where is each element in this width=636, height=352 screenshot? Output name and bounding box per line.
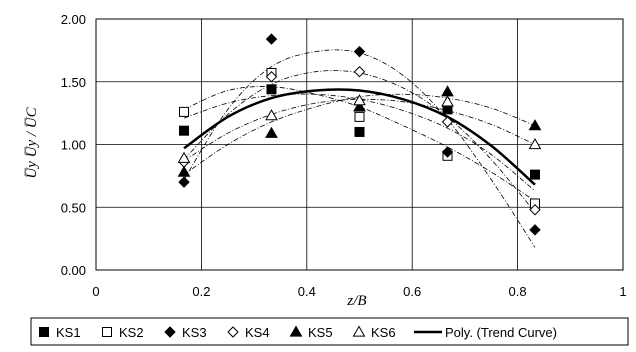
data-point-ks3 [441, 146, 454, 158]
data-point-ks3 [178, 176, 190, 188]
legend-label-ks1: KS1 [56, 325, 81, 340]
data-point-ks1 [529, 169, 540, 180]
x-axis-title: z/B [346, 293, 366, 309]
series-trend-line [183, 49, 536, 248]
trend-curve-line [183, 88, 536, 186]
data-point-ks3 [353, 45, 366, 58]
series-trend-line [183, 98, 536, 162]
legend-marker-ks4 [227, 326, 239, 338]
tick-labels: 0 0.2 0.4 0.6 0.8 1 0.00 0.50 1.00 1.50 2.00 [61, 12, 627, 299]
data-points [177, 33, 542, 236]
legend-marker-ks1 [39, 327, 49, 337]
legend-label-ks4: KS4 [245, 325, 270, 340]
legend-marker-ks3 [164, 326, 176, 338]
series-trend-line [183, 93, 536, 192]
data-point-ks4 [353, 66, 366, 78]
data-point-ks4 [265, 71, 278, 83]
data-point-ks4 [529, 204, 541, 216]
data-point-ks5 [528, 119, 542, 131]
data-point-ks6 [353, 94, 366, 106]
y-axis-title: U̅y U̅y / U̅C [24, 106, 40, 178]
plot-frame [95, 18, 624, 271]
y-tick-label: 1.00 [61, 138, 86, 153]
y-tick-label: 0.00 [61, 263, 86, 278]
series-trend-lines [183, 49, 536, 248]
data-point-ks1 [354, 126, 365, 137]
y-tick-label: 0.50 [61, 200, 86, 215]
data-point-ks6 [441, 95, 454, 107]
data-point-ks2 [179, 106, 190, 117]
x-tick-label: 1 [619, 284, 626, 299]
data-point-ks3 [265, 33, 278, 45]
legend: KS1 KS2 KS3 KS4 KS5 KS6 Poly. (Trend Curve) [30, 317, 629, 346]
data-point-ks6 [528, 137, 542, 150]
data-point-ks2 [354, 111, 365, 122]
legend-label-ks2: KS2 [119, 325, 144, 340]
legend-marker-ks6 [352, 325, 366, 337]
data-point-ks5 [177, 165, 191, 177]
x-tick-label: 0.6 [403, 284, 421, 299]
data-point-ks5 [353, 100, 366, 112]
data-point-ks6 [265, 109, 278, 121]
data-point-ks6 [177, 151, 191, 163]
legend-marker-ks5 [289, 325, 303, 337]
data-point-ks3 [529, 224, 541, 236]
data-point-ks4 [441, 116, 454, 128]
legend-label-ks3: KS3 [182, 325, 207, 340]
x-tick-label: 0.4 [298, 284, 316, 299]
legend-label-trend: Poly. (Trend Curve) [445, 325, 557, 340]
y-tick-label: 2.00 [61, 12, 86, 27]
x-tick-label: 0.8 [509, 284, 527, 299]
legend-label-ks5: KS5 [308, 325, 333, 340]
x-tick-label: 0.2 [192, 284, 210, 299]
data-point-ks5 [265, 126, 278, 138]
x-tick-label: 0 [92, 284, 99, 299]
data-point-ks1 [266, 84, 277, 95]
legend-marker-ks2 [102, 327, 112, 337]
series-trend-line [183, 70, 536, 213]
data-point-ks1 [179, 125, 190, 136]
legend-box [30, 317, 629, 346]
grid [95, 18, 624, 271]
data-point-ks5 [441, 85, 454, 97]
y-tick-label: 1.50 [61, 75, 86, 90]
trend-curve [183, 88, 536, 186]
legend-label-ks6: KS6 [371, 325, 396, 340]
